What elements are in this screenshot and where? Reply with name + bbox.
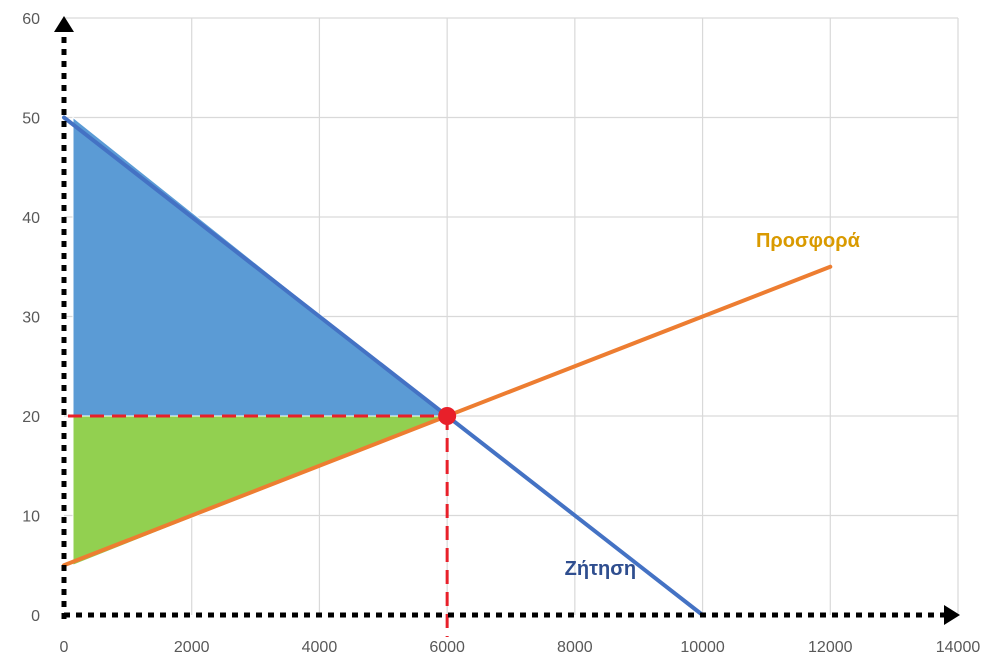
x-tick-label-7: 14000 xyxy=(936,639,981,656)
tick-labels: 0 2000 4000 6000 8000 10000 12000 14000 0 10 20 30 4… xyxy=(22,11,980,656)
axes xyxy=(54,16,960,625)
x-tick-label-0: 0 xyxy=(60,639,69,656)
series-label-1: Προσφορά xyxy=(756,230,861,252)
x-tick-label-4: 8000 xyxy=(557,639,593,656)
x-tick-label-6: 12000 xyxy=(808,639,853,656)
y-tick-label-0: 0 xyxy=(31,608,40,625)
x-axis-arrowhead xyxy=(944,605,960,625)
y-tick-label-4: 40 xyxy=(22,210,40,227)
series-line-0 xyxy=(62,115,705,617)
equilibrium-guides xyxy=(68,414,449,637)
y-tick-label-2: 20 xyxy=(22,409,40,426)
x-tick-label-1: 2000 xyxy=(174,639,210,656)
y-tick-label-1: 10 xyxy=(22,509,40,526)
y-tick-label-5: 50 xyxy=(22,111,40,128)
x-tick-label-5: 10000 xyxy=(680,639,725,656)
series-label-0: Ζήτηση xyxy=(565,558,636,580)
equilibrium-point xyxy=(438,407,457,425)
y-tick-label-6: 60 xyxy=(22,11,40,28)
x-tick-label-2: 4000 xyxy=(302,639,338,656)
series-labels: Ζήτηση Προσφορά xyxy=(565,230,861,580)
equilibrium-marker xyxy=(438,407,457,425)
surplus-regions xyxy=(72,116,449,566)
x-tick-label-3: 6000 xyxy=(429,639,465,656)
y-tick-label-3: 30 xyxy=(22,310,40,327)
y-axis-arrowhead xyxy=(54,16,74,32)
